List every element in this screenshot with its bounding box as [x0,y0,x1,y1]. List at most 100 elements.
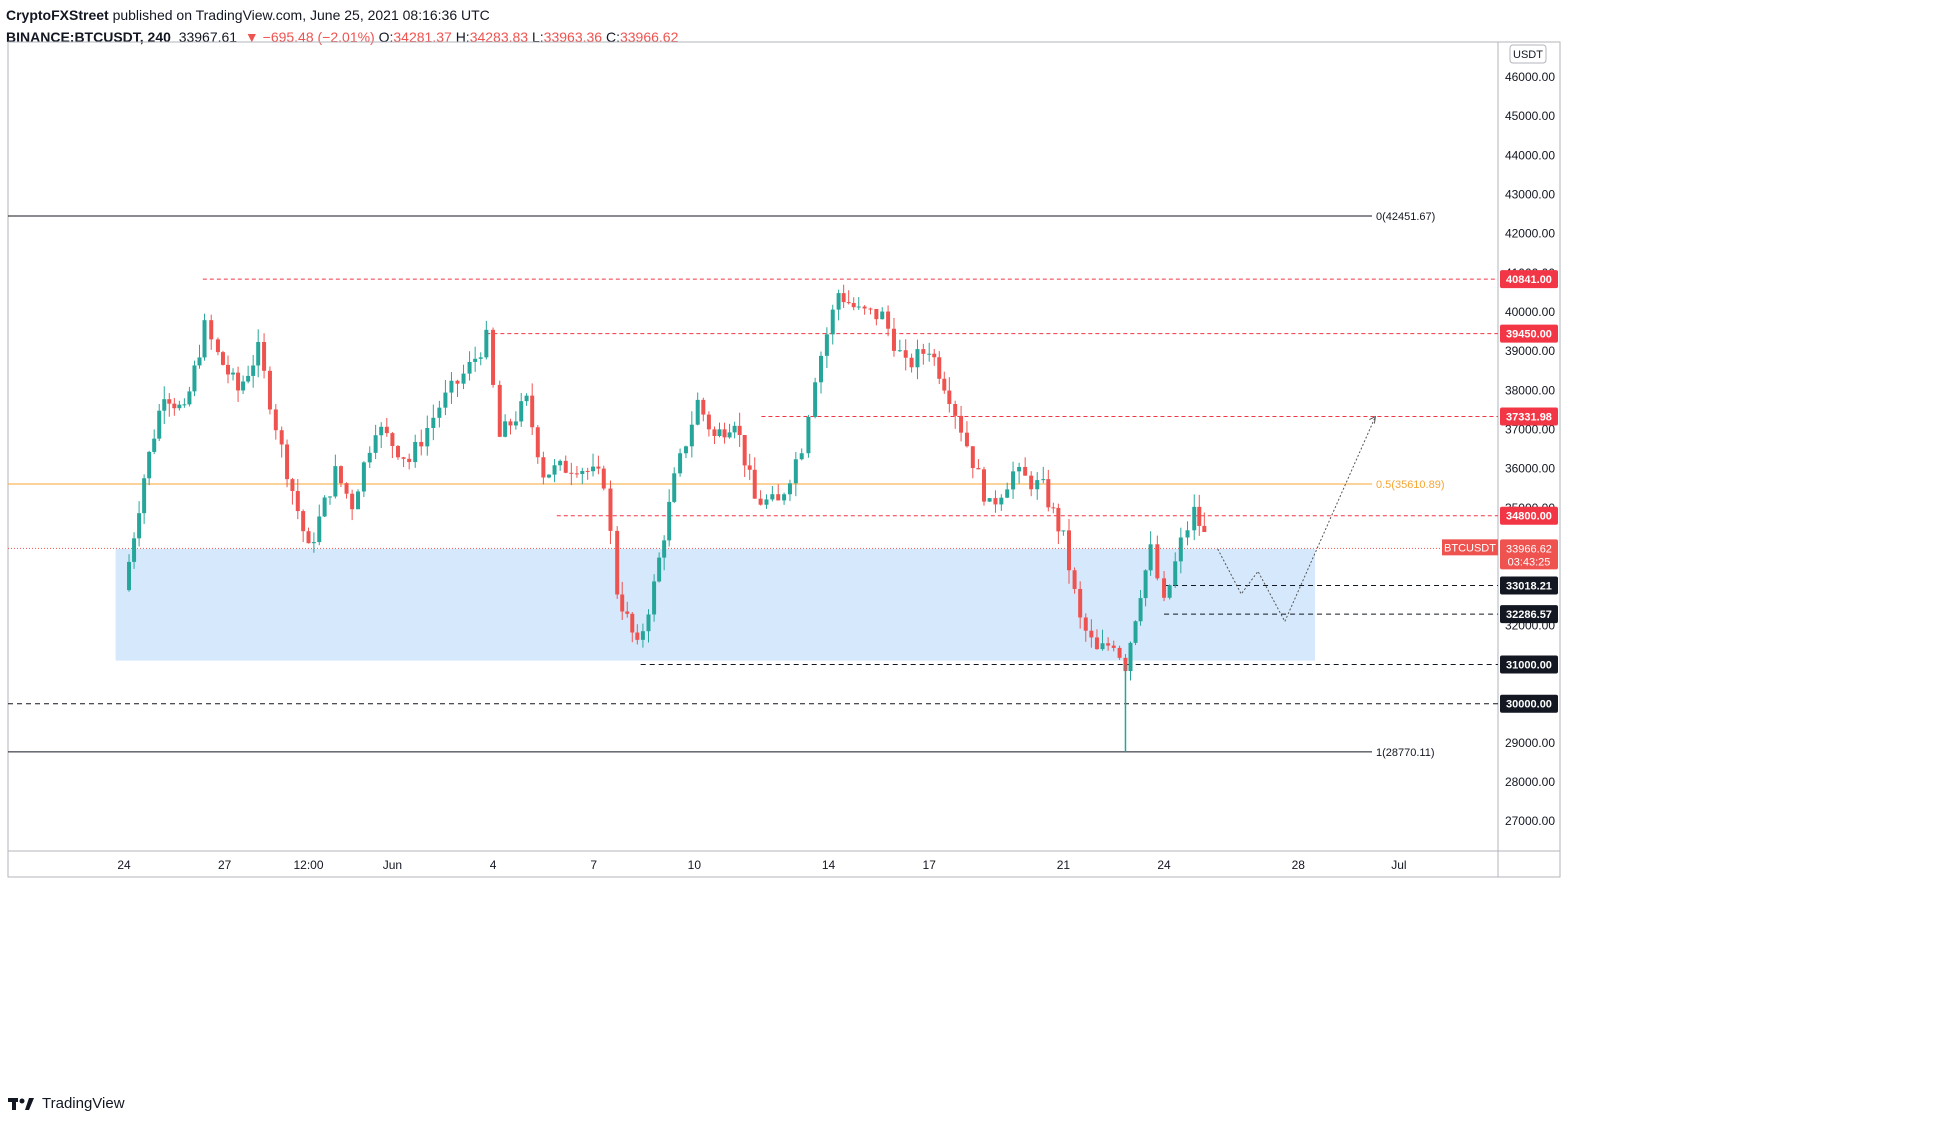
candle-body [407,458,412,463]
time-tick-label: 17 [923,858,937,872]
candle-body [431,417,436,428]
candle-body [608,488,613,531]
candle-body [862,306,867,309]
candle-body [886,311,891,329]
candle-body [897,350,902,352]
level-price-tag [1500,407,1558,426]
candle-body [752,469,757,499]
candle-body [580,470,585,475]
candle-body [390,433,395,446]
candle-body [657,557,662,582]
candle-body [267,370,272,410]
candle-body [615,530,620,595]
candle-body [993,498,998,505]
candle-body [915,349,920,368]
candle-body [1005,489,1010,498]
candle-body [678,453,683,474]
candle-body [1178,537,1183,562]
level-price-text: 30000.00 [1506,699,1552,711]
candle-body [652,581,657,615]
candle-body [311,542,316,544]
level-price-text: 34800.00 [1506,511,1552,523]
candle-body [127,561,132,591]
symbol-label[interactable]: BINANCE:BTCUSDT, 240 [6,29,171,45]
candle-body [419,441,424,447]
candle-body [999,497,1004,505]
candle-body [327,496,332,498]
level-price-tag [1500,270,1558,289]
level-price-text: 39450.00 [1506,329,1552,341]
candle-body [1078,588,1083,618]
candle-body [764,499,769,505]
close-value: 33966.62 [619,29,679,45]
candle-body [747,465,752,470]
close-label: C: [605,29,620,45]
level-price-text: 37331.98 [1506,412,1552,424]
candle-body [177,404,182,409]
candle-body [970,446,975,469]
candle-body [563,460,568,473]
publisher-name[interactable]: CryptoFXStreet [6,7,109,23]
candle-body [620,594,625,612]
tradingview-logo[interactable]: TradingView [8,1095,125,1112]
candle-body [987,498,992,502]
fib-level-label: 0.5(35610.89) [1376,479,1445,491]
time-tick-label: 27 [218,858,232,872]
candle-body [132,538,137,562]
candle-body [333,466,338,497]
candle-body [508,421,513,426]
candle-body [443,392,448,408]
candle-body [722,429,727,438]
currency-badge[interactable] [1509,44,1547,64]
candle-body [782,494,787,501]
candle-body [395,445,400,458]
projection-path[interactable] [1217,416,1376,623]
price-tick-label: 45000.00 [1505,109,1555,123]
candle-body [524,395,529,402]
candle-body [1148,544,1153,571]
candle-body [226,364,231,375]
last-price: 33967.61 [178,29,238,45]
candle-body [1100,643,1105,650]
symbol-tag [1442,539,1498,556]
candle-body [981,469,986,502]
candle-body [231,372,236,375]
candle-body [285,444,290,480]
candle-body [937,357,942,379]
ohlc-line: BINANCE:BTCUSDT, 240 33967.61 ▼ −695.48 … [6,26,678,48]
time-tick-label: 21 [1057,858,1071,872]
candle-body [162,399,167,411]
candle-body [1035,480,1040,490]
time-tick-label: 14 [822,858,836,872]
candle-body [569,472,574,474]
candle-body [455,380,460,384]
candle-body [787,483,792,495]
price-tick-label: 42000.00 [1505,227,1555,241]
demand-zone[interactable] [115,548,1316,661]
candle-body [295,491,300,512]
time-tick-label: 12:00 [294,858,324,872]
high-value: 34283.83 [469,29,529,45]
candle-body [1029,475,1034,490]
time-tick-label: Jun [383,858,402,872]
candle-body [574,473,579,475]
candle-body [413,441,418,463]
candle-body [1094,637,1099,650]
candle-body [712,429,717,437]
candle-body [546,474,551,478]
candle-body [473,358,478,362]
candle-body [1066,530,1071,571]
price-tick-label: 43000.00 [1505,188,1555,202]
candle-body [449,380,454,393]
candle-body [461,373,466,384]
candle-body [706,414,711,430]
candle-body [959,415,964,433]
level-price-tag [1500,605,1558,624]
candle-body [513,421,518,426]
candle-body [1138,598,1143,622]
candle-body [1173,561,1178,586]
candle-body [1111,645,1116,648]
candle-body [273,409,278,431]
candle-body [701,399,706,415]
